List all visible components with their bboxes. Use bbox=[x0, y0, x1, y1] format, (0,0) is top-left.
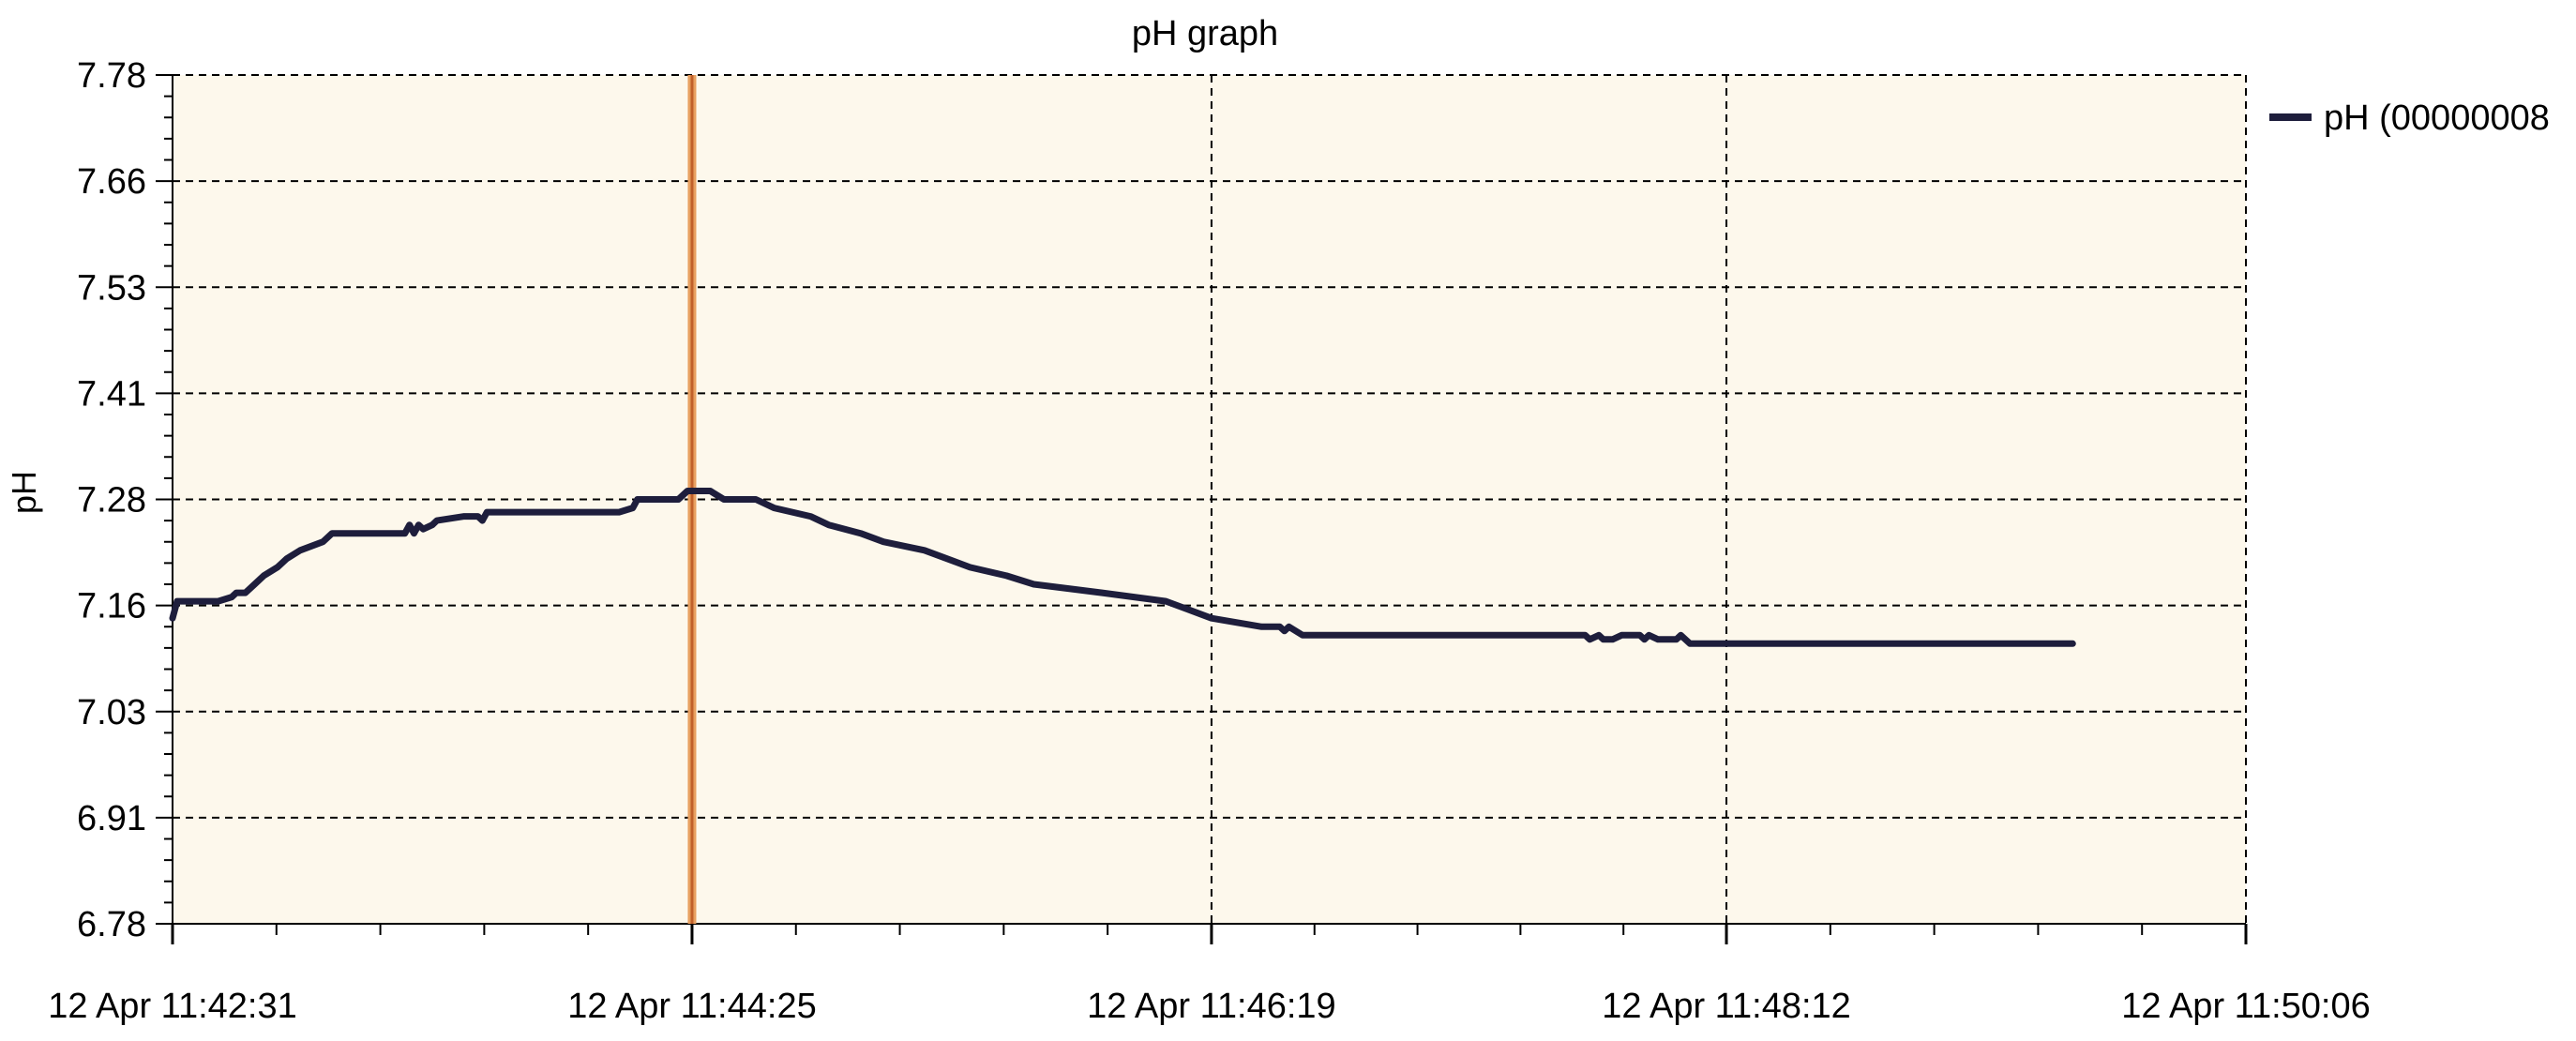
series-line-ph bbox=[169, 488, 2076, 647]
y-tick-label: 7.16 bbox=[77, 587, 146, 626]
x-tick-label: 12 Apr 11:42:31 bbox=[48, 987, 297, 1026]
legend-entry-label: pH (00000008 bbox=[2324, 98, 2550, 138]
x-tick-label: 12 Apr 11:46:19 bbox=[1087, 987, 1336, 1026]
y-tick-label: 7.41 bbox=[77, 374, 146, 414]
y-axis-title: pH bbox=[5, 471, 43, 514]
x-tick-label: 12 Apr 11:48:12 bbox=[1602, 987, 1851, 1026]
y-tick-label: 6.78 bbox=[77, 905, 146, 944]
legend: pH (00000008 bbox=[2269, 98, 2550, 138]
y-tick-label: 7.66 bbox=[77, 162, 146, 202]
y-tick-label: 6.91 bbox=[77, 799, 146, 838]
y-tick-label: 7.03 bbox=[77, 693, 146, 732]
x-tick-label: 12 Apr 11:44:25 bbox=[567, 987, 817, 1026]
y-tick-label: 7.78 bbox=[77, 56, 146, 96]
x-tick-label: 12 Apr 11:50:06 bbox=[2121, 987, 2371, 1026]
y-tick-label: 7.53 bbox=[77, 268, 146, 308]
plot-area: 7.78 7.66 7.53 7.41 7.28 7.16 7.03 6.91 6.78 12 A… bbox=[48, 56, 2371, 1026]
y-tick-label: 7.28 bbox=[77, 481, 146, 520]
chart-title: pH graph bbox=[1132, 14, 1278, 53]
